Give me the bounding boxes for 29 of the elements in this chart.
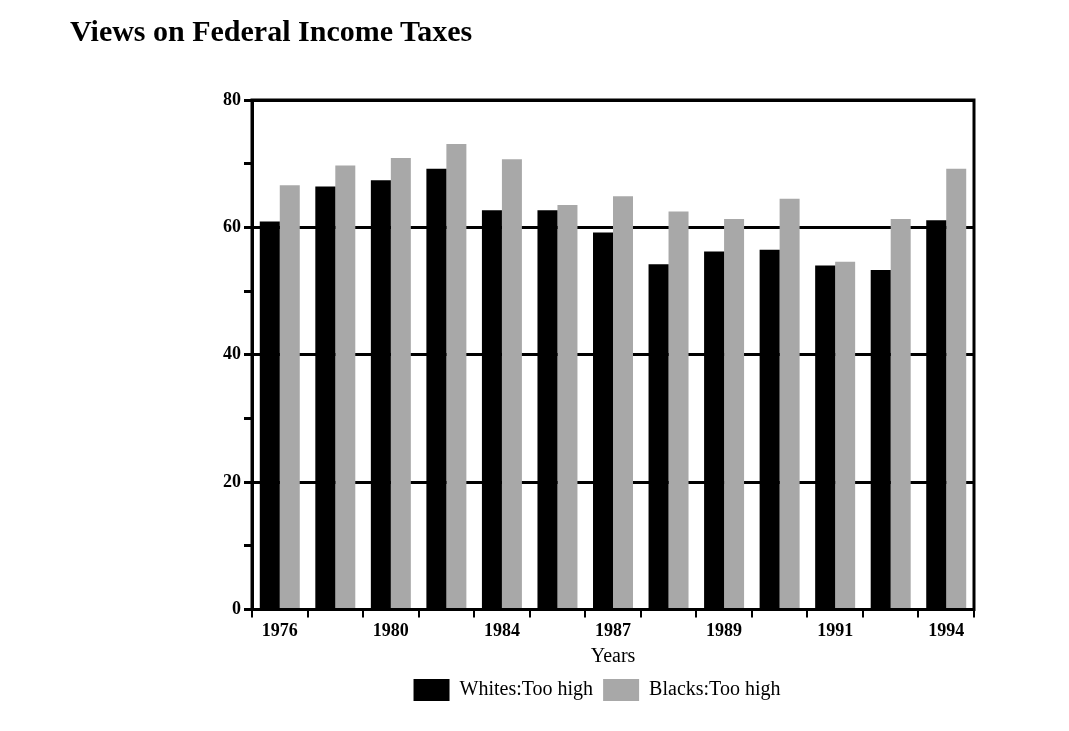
x-axis-title: Years: [590, 644, 636, 667]
bar: [501, 159, 522, 608]
y-tick-label: 40: [223, 343, 241, 364]
bar: [835, 261, 856, 608]
y-tick-label: 20: [223, 470, 241, 491]
bar: [557, 205, 578, 608]
bar: [946, 168, 967, 608]
legend-label: Blacks:Too high: [649, 677, 781, 701]
y-tick-label: 60: [223, 216, 241, 237]
x-tick-label: 1980: [372, 619, 409, 640]
bar: [779, 198, 800, 608]
bar: [279, 185, 300, 608]
bar: [890, 219, 911, 608]
bar: [335, 165, 356, 608]
y-tick-label: 80: [223, 88, 241, 109]
x-tick-label: 1987: [595, 619, 631, 640]
bar: [613, 196, 633, 608]
x-tick-label: 1991: [817, 619, 854, 640]
bar: [446, 143, 467, 608]
y-tick-label: 0: [232, 598, 241, 619]
bar: [668, 211, 689, 608]
bar: [724, 219, 745, 608]
x-tick-label: 1976: [261, 619, 298, 640]
legend-label: Whites:Too high: [459, 677, 594, 701]
bar: [390, 157, 411, 608]
x-tick-label: 1989: [706, 619, 743, 640]
chart-title: Views on Federal Income Taxes: [70, 14, 473, 48]
x-tick-label: 1984: [483, 619, 520, 640]
x-tick-label: 1994: [928, 619, 965, 640]
